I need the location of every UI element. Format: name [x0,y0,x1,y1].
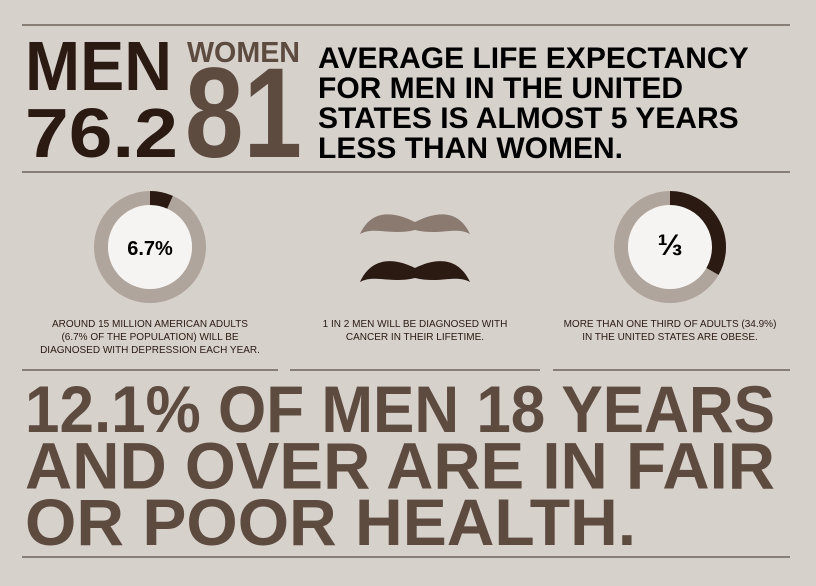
donut-center [628,205,712,289]
caption: AROUND 15 MILLION AMERICAN ADULTS [52,319,248,330]
men-value: 76.2 [25,94,178,172]
caption: MORE THAN ONE THIRD OF ADULTS (34.9%) [564,319,777,330]
headline-line: FOR MEN IN THE UNITED [318,72,683,105]
headline-line: LESS THAN WOMEN. [318,132,623,165]
mustache [360,214,470,234]
caption: DIAGNOSED WITH DEPRESSION EACH YEAR. [40,345,260,356]
footer-line: OR POOR HEALTH. [25,485,636,559]
footer-line: 12.1% OF MEN 18 YEARS [25,372,775,446]
caption: CANCER IN THEIR LIFETIME. [346,332,484,343]
women-label: WOMEN [187,37,300,69]
mustache [360,261,470,282]
donut-arc [669,191,726,275]
caption: (6.7% OF THE POPULATION) WILL BE [61,332,238,343]
headline-line: STATES IS ALMOST 5 YEARS [318,102,739,135]
donut-label: 6.7% [127,238,173,260]
caption: 1 IN 2 MEN WILL BE DIAGNOSED WITH [323,319,508,330]
headline-line: AVERAGE LIFE EXPECTANCY [318,42,749,75]
donut-arc [149,191,173,209]
donut-center [108,205,192,289]
caption: IN THE UNITED STATES ARE OBESE. [582,332,758,343]
footer-line: AND OVER ARE IN FAIR [25,429,775,503]
donut-label: ⅓ [657,229,682,262]
women-value: 81 [185,42,302,185]
men-label: MEN [25,27,172,105]
